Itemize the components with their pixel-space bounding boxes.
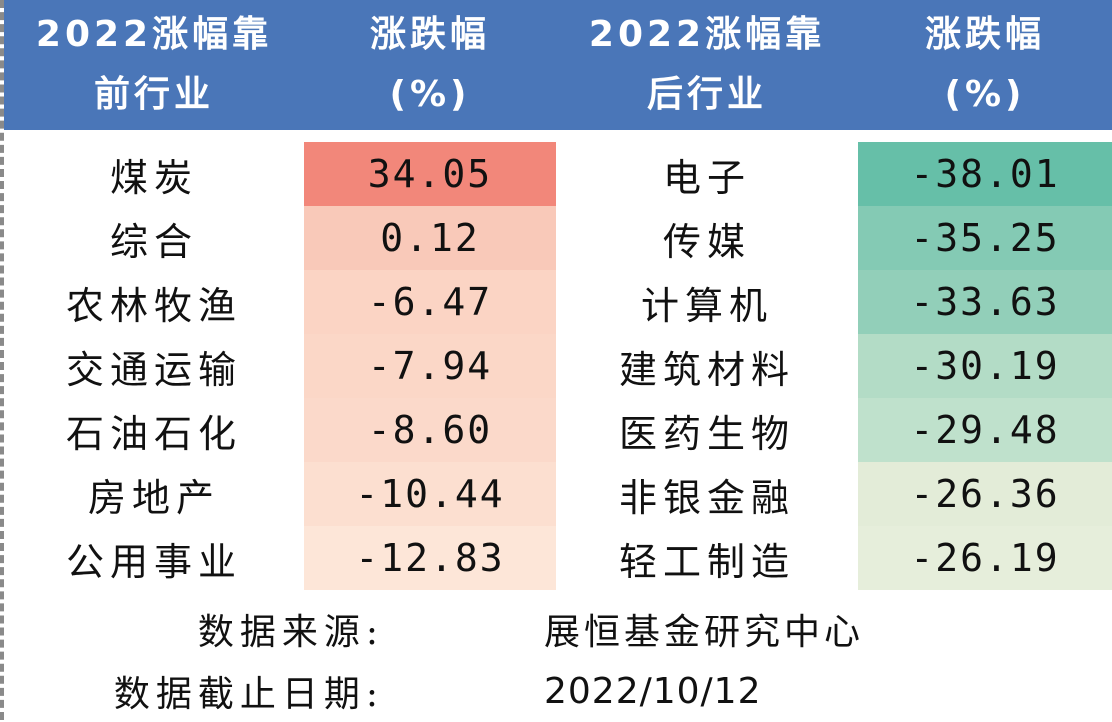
header-bottom-change: 涨跌幅 (%) (858, 0, 1112, 130)
header-bottom-change-line1: 涨跌幅 (924, 14, 1045, 55)
bottom-industry-change: -33.63 (858, 270, 1112, 334)
header-top-industry-line1: 2022涨幅靠 (35, 14, 273, 55)
top-industry-change: 0.12 (304, 206, 556, 270)
bottom-industry-name: 计算机 (640, 283, 773, 328)
header-top-change: 涨跌幅 (%) (304, 0, 556, 130)
bottom-industry-change: -26.36 (858, 462, 1112, 526)
top-industry-name: 公用事业 (65, 539, 242, 584)
bottom-industry-name: 建筑材料 (618, 347, 795, 392)
header-bottom-change-line2: (%) (944, 74, 1026, 115)
table-row: 石油石化 -8.60 医药生物 -29.48 (4, 398, 1112, 462)
table-row: 公用事业 -12.83 轻工制造 -26.19 (4, 526, 1112, 590)
table-footer: 数据来源: 展恒基金研究中心 数据截止日期: 2022/10/12 (4, 598, 1112, 722)
table-row: 综合 0.12 传媒 -35.25 (4, 206, 1112, 270)
top-industry-name: 房地产 (87, 475, 220, 520)
table-body: 煤炭 34.05 电子 -38.01 综合 0.12 传媒 -35.25 农林牧… (4, 142, 1112, 590)
top-industry-change: 34.05 (304, 142, 556, 206)
bottom-industry-change: -35.25 (858, 206, 1112, 270)
top-industry-change: -12.83 (304, 526, 556, 590)
top-industry-name: 石油石化 (65, 411, 242, 456)
top-industry-change: -7.94 (304, 334, 556, 398)
date-value: 2022/10/12 (544, 670, 762, 712)
top-industry-change: -6.47 (304, 270, 556, 334)
header-bottom-industry: 2022涨幅靠 后行业 (556, 0, 858, 130)
bottom-industry-name: 轻工制造 (618, 539, 795, 584)
bottom-industry-change: -38.01 (858, 142, 1112, 206)
top-industry-name: 交通运输 (65, 347, 242, 392)
header-bottom-industry-line1: 2022涨幅靠 (588, 14, 826, 55)
bottom-industry-name: 电子 (662, 155, 751, 200)
top-industry-change: -8.60 (304, 398, 556, 462)
bottom-industry-change: -29.48 (858, 398, 1112, 462)
bottom-industry-name: 医药生物 (618, 411, 795, 456)
header-top-industry: 2022涨幅靠 前行业 (4, 0, 304, 130)
header-top-industry-line2: 前行业 (93, 74, 214, 115)
date-label: 数据截止日期: (113, 674, 384, 715)
top-industry-change: -10.44 (304, 462, 556, 526)
bottom-industry-change: -30.19 (858, 334, 1112, 398)
table-row: 煤炭 34.05 电子 -38.01 (4, 142, 1112, 206)
bottom-industry-name: 非银金融 (618, 475, 795, 520)
bottom-industry-change: -26.19 (858, 526, 1112, 590)
source-row: 数据来源: 展恒基金研究中心 (4, 598, 1112, 660)
table-row: 房地产 -10.44 非银金融 -26.36 (4, 462, 1112, 526)
table-header: 2022涨幅靠 前行业 涨跌幅 (%) 2022涨幅靠 后行业 涨跌幅 (%) (4, 0, 1112, 130)
top-industry-name: 综合 (109, 219, 198, 264)
source-value: 展恒基金研究中心 (544, 612, 865, 653)
top-industry-name: 煤炭 (109, 155, 198, 200)
bottom-industry-name: 传媒 (662, 219, 751, 264)
header-top-change-line2: (%) (389, 74, 471, 115)
source-label: 数据来源: (197, 612, 384, 653)
top-industry-name: 农林牧渔 (65, 283, 242, 328)
header-top-change-line1: 涨跌幅 (369, 14, 490, 55)
table-row: 交通运输 -7.94 建筑材料 -30.19 (4, 334, 1112, 398)
header-bottom-industry-line2: 后行业 (646, 74, 767, 115)
table-row: 农林牧渔 -6.47 计算机 -33.63 (4, 270, 1112, 334)
date-row: 数据截止日期: 2022/10/12 (4, 660, 1112, 722)
